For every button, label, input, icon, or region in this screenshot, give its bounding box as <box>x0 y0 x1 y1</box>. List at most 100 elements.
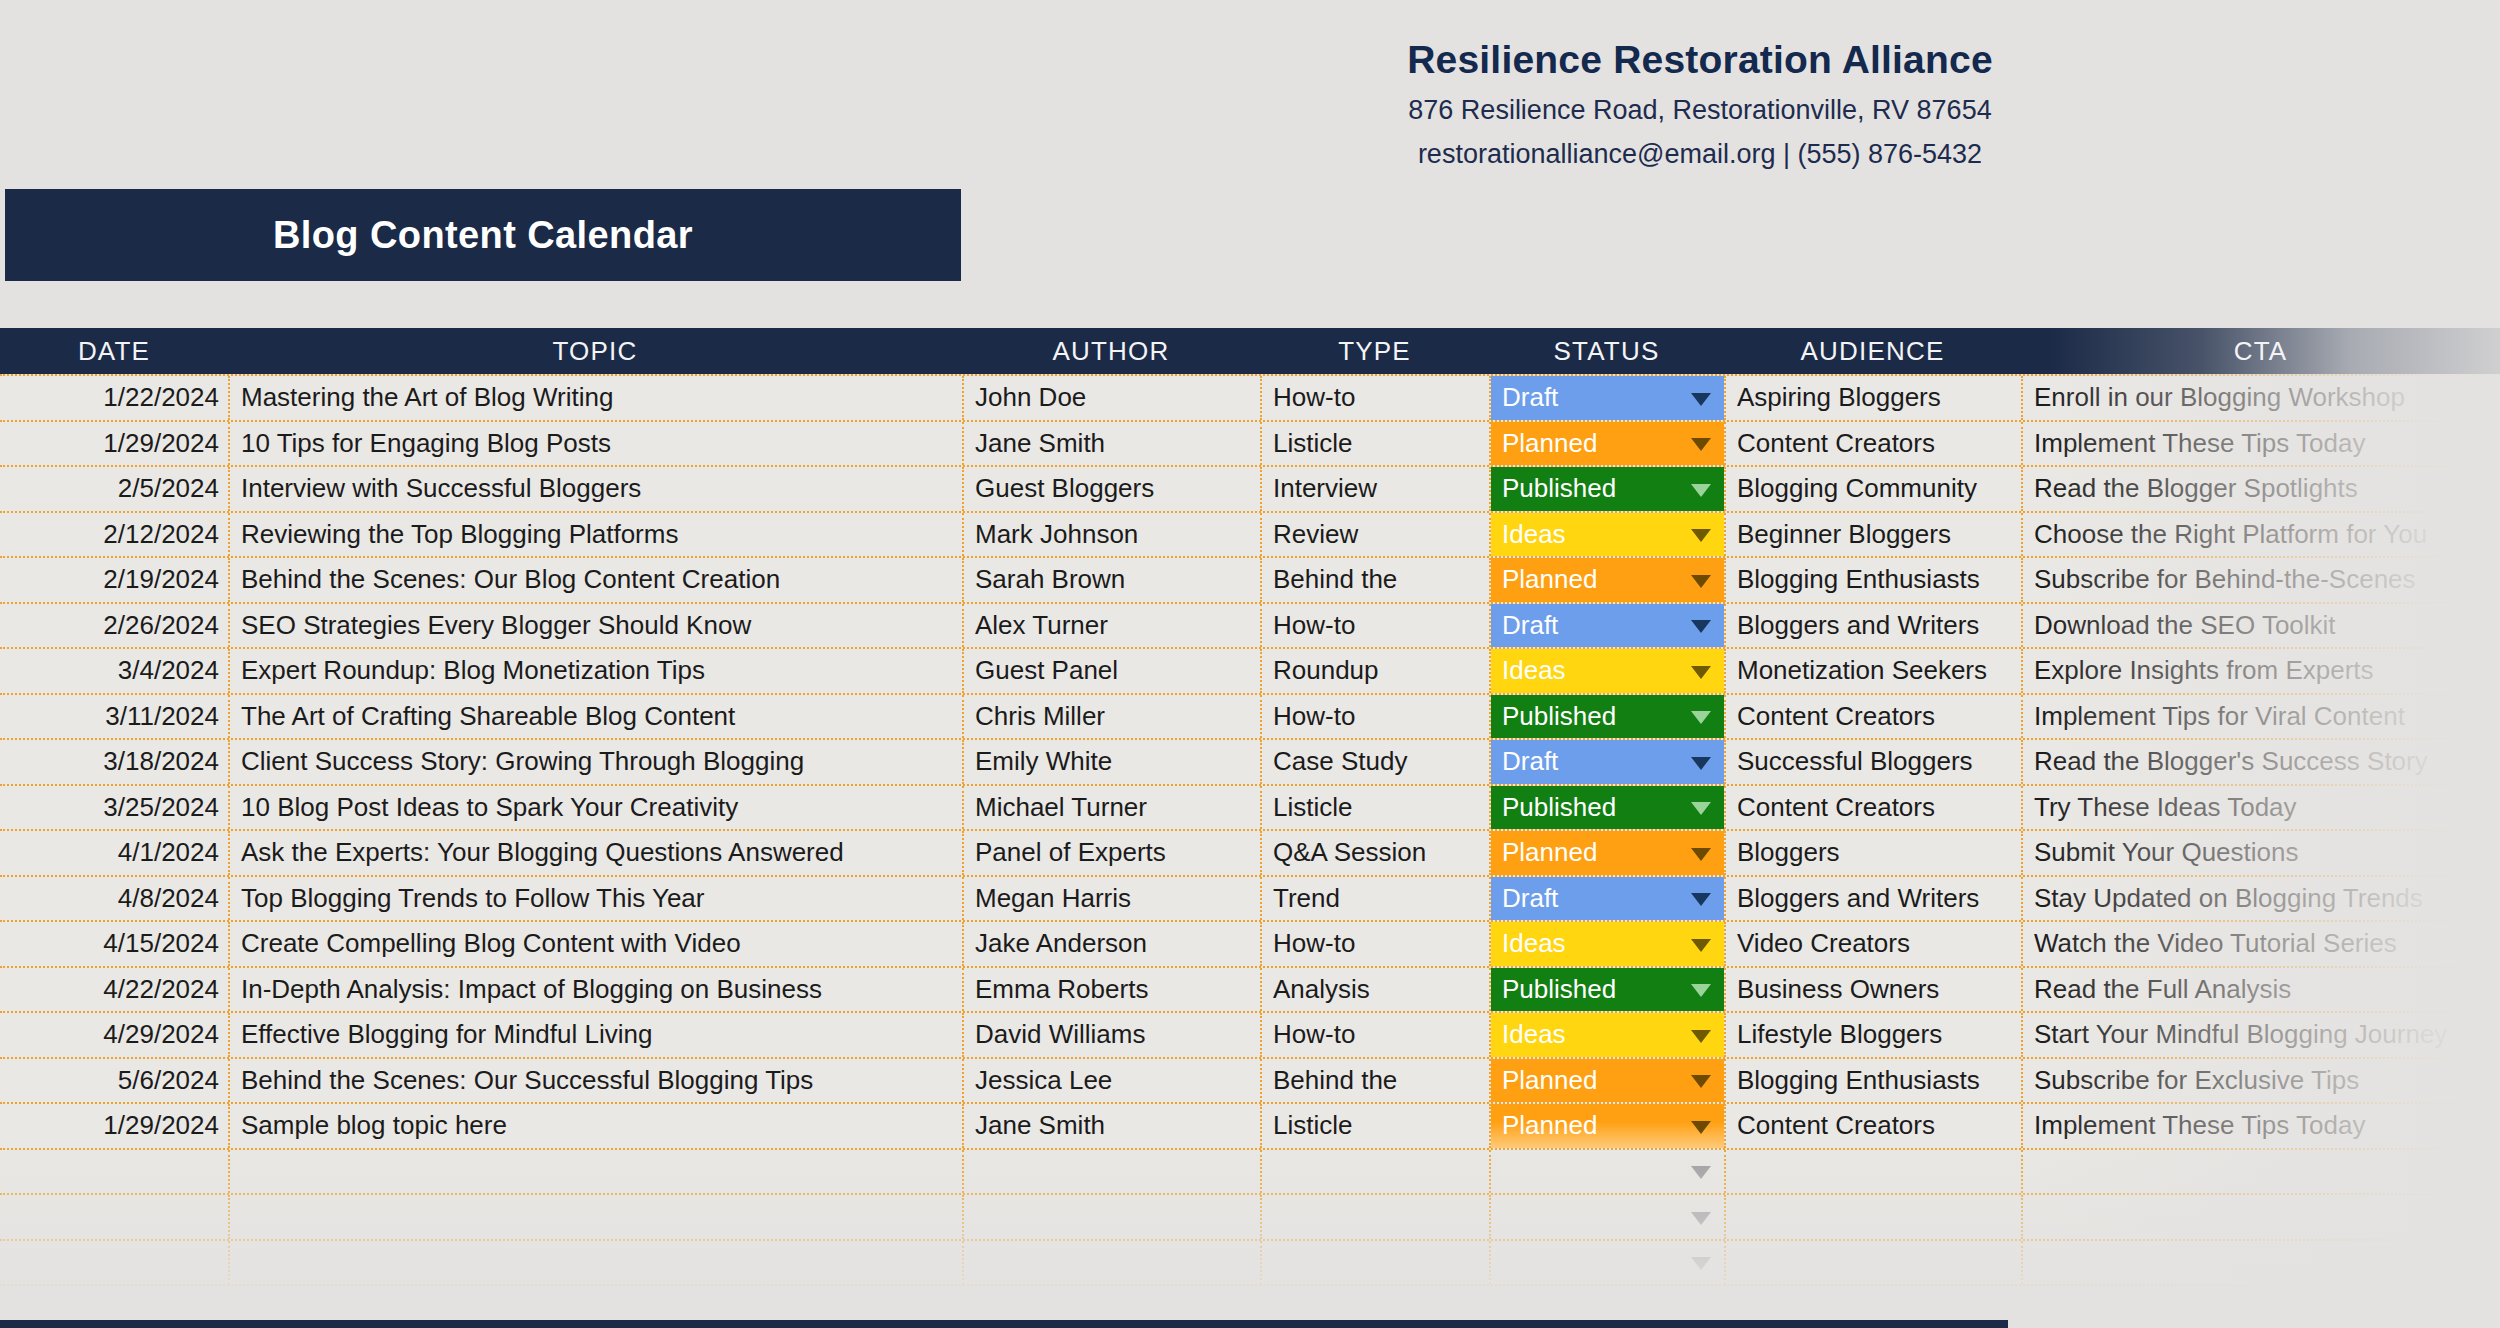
cell-author[interactable] <box>962 1150 1260 1194</box>
cell-author[interactable]: Emma Roberts <box>962 968 1260 1012</box>
cell-author[interactable]: Jessica Lee <box>962 1059 1260 1103</box>
cell-type[interactable]: Case Study <box>1260 740 1489 784</box>
cell-date[interactable]: 3/4/2024 <box>0 649 228 693</box>
cell-cta[interactable]: Enroll in our Blogging Workshop <box>2021 376 2500 420</box>
cell-type[interactable]: How-to <box>1260 604 1489 648</box>
cell-cta[interactable]: Subscribe for Exclusive Tips <box>2021 1059 2500 1103</box>
cell-type[interactable]: Roundup <box>1260 649 1489 693</box>
cell-date[interactable] <box>0 1195 228 1239</box>
cell-date[interactable]: 2/19/2024 <box>0 558 228 602</box>
cell-date[interactable]: 1/29/2024 <box>0 422 228 466</box>
cell-audience[interactable]: Aspiring Bloggers <box>1724 376 2021 420</box>
status-dropdown[interactable]: Published <box>1491 786 1724 830</box>
cell-cta[interactable]: Implement These Tips Today <box>2021 1104 2500 1148</box>
cell-author[interactable]: Mark Johnson <box>962 513 1260 557</box>
cell-topic[interactable]: Sample blog topic here <box>228 1104 962 1148</box>
cell-author[interactable]: Jane Smith <box>962 422 1260 466</box>
status-dropdown[interactable] <box>1491 1150 1724 1194</box>
cell-author[interactable]: Guest Panel <box>962 649 1260 693</box>
cell-type[interactable]: Interview <box>1260 467 1489 511</box>
cell-type[interactable]: Listicle <box>1260 786 1489 830</box>
cell-topic[interactable]: Top Blogging Trends to Follow This Year <box>228 877 962 921</box>
cell-topic[interactable]: Behind the Scenes: Our Successful Bloggi… <box>228 1059 962 1103</box>
cell-cta[interactable]: Explore Insights from Experts <box>2021 649 2500 693</box>
cell-topic[interactable]: SEO Strategies Every Blogger Should Know <box>228 604 962 648</box>
status-dropdown[interactable]: Planned <box>1491 422 1724 466</box>
cell-topic[interactable]: Mastering the Art of Blog Writing <box>228 376 962 420</box>
cell-topic[interactable]: 10 Tips for Engaging Blog Posts <box>228 422 962 466</box>
cell-cta[interactable]: Submit Your Questions <box>2021 831 2500 875</box>
cell-author[interactable]: Emily White <box>962 740 1260 784</box>
status-dropdown[interactable]: Draft <box>1491 877 1724 921</box>
cell-audience[interactable]: Business Owners <box>1724 968 2021 1012</box>
cell-author[interactable]: Sarah Brown <box>962 558 1260 602</box>
cell-date[interactable]: 2/12/2024 <box>0 513 228 557</box>
cell-date[interactable]: 4/29/2024 <box>0 1013 228 1057</box>
status-dropdown[interactable]: Published <box>1491 467 1724 511</box>
cell-topic[interactable]: In-Depth Analysis: Impact of Blogging on… <box>228 968 962 1012</box>
cell-date[interactable] <box>0 1150 228 1194</box>
cell-audience[interactable]: Bloggers <box>1724 831 2021 875</box>
cell-audience[interactable]: Monetization Seekers <box>1724 649 2021 693</box>
cell-topic[interactable]: Behind the Scenes: Our Blog Content Crea… <box>228 558 962 602</box>
cell-topic[interactable]: Client Success Story: Growing Through Bl… <box>228 740 962 784</box>
cell-topic[interactable]: The Art of Crafting Shareable Blog Conte… <box>228 695 962 739</box>
cell-audience[interactable]: Blogging Enthusiasts <box>1724 558 2021 602</box>
cell-topic[interactable]: Effective Blogging for Mindful Living <box>228 1013 962 1057</box>
cell-type[interactable] <box>1260 1241 1489 1285</box>
cell-cta[interactable] <box>2021 1150 2500 1194</box>
cell-audience[interactable] <box>1724 1150 2021 1194</box>
cell-type[interactable] <box>1260 1195 1489 1239</box>
status-dropdown[interactable]: Draft <box>1491 604 1724 648</box>
cell-date[interactable]: 3/18/2024 <box>0 740 228 784</box>
status-dropdown[interactable]: Ideas <box>1491 1013 1724 1057</box>
cell-topic[interactable]: Ask the Experts: Your Blogging Questions… <box>228 831 962 875</box>
cell-author[interactable]: John Doe <box>962 376 1260 420</box>
cell-date[interactable]: 4/1/2024 <box>0 831 228 875</box>
cell-topic[interactable] <box>228 1241 962 1285</box>
cell-type[interactable]: Analysis <box>1260 968 1489 1012</box>
cell-audience[interactable]: Beginner Bloggers <box>1724 513 2021 557</box>
status-dropdown[interactable]: Planned <box>1491 1059 1724 1103</box>
cell-audience[interactable] <box>1724 1241 2021 1285</box>
cell-cta[interactable]: Read the Blogger Spotlights <box>2021 467 2500 511</box>
cell-author[interactable]: Panel of Experts <box>962 831 1260 875</box>
cell-type[interactable]: How-to <box>1260 376 1489 420</box>
cell-topic[interactable] <box>228 1150 962 1194</box>
cell-date[interactable]: 4/22/2024 <box>0 968 228 1012</box>
status-dropdown[interactable]: Planned <box>1491 558 1724 602</box>
cell-type[interactable]: Trend <box>1260 877 1489 921</box>
cell-type[interactable]: Behind the <box>1260 558 1489 602</box>
cell-author[interactable] <box>962 1241 1260 1285</box>
cell-type[interactable]: How-to <box>1260 922 1489 966</box>
cell-cta[interactable]: Choose the Right Platform for You <box>2021 513 2500 557</box>
cell-type[interactable]: How-to <box>1260 1013 1489 1057</box>
cell-author[interactable]: Michael Turner <box>962 786 1260 830</box>
cell-audience[interactable]: Successful Bloggers <box>1724 740 2021 784</box>
status-dropdown[interactable]: Draft <box>1491 376 1724 420</box>
cell-cta[interactable]: Implement These Tips Today <box>2021 422 2500 466</box>
cell-author[interactable] <box>962 1195 1260 1239</box>
cell-audience[interactable]: Bloggers and Writers <box>1724 877 2021 921</box>
cell-date[interactable]: 1/22/2024 <box>0 376 228 420</box>
cell-topic[interactable]: Create Compelling Blog Content with Vide… <box>228 922 962 966</box>
cell-cta[interactable] <box>2021 1241 2500 1285</box>
cell-type[interactable]: Listicle <box>1260 1104 1489 1148</box>
cell-author[interactable]: Jane Smith <box>962 1104 1260 1148</box>
cell-cta[interactable]: Start Your Mindful Blogging Journey <box>2021 1013 2500 1057</box>
cell-author[interactable]: Guest Bloggers <box>962 467 1260 511</box>
status-dropdown[interactable]: Planned <box>1491 1104 1724 1148</box>
cell-audience[interactable]: Content Creators <box>1724 422 2021 466</box>
cell-audience[interactable]: Content Creators <box>1724 1104 2021 1148</box>
cell-cta[interactable]: Stay Updated on Blogging Trends <box>2021 877 2500 921</box>
cell-topic[interactable]: Expert Roundup: Blog Monetization Tips <box>228 649 962 693</box>
cell-audience[interactable]: Blogging Enthusiasts <box>1724 1059 2021 1103</box>
cell-type[interactable]: Review <box>1260 513 1489 557</box>
cell-audience[interactable]: Content Creators <box>1724 786 2021 830</box>
cell-cta[interactable]: Implement Tips for Viral Content <box>2021 695 2500 739</box>
cell-author[interactable]: Megan Harris <box>962 877 1260 921</box>
cell-topic[interactable]: 10 Blog Post Ideas to Spark Your Creativ… <box>228 786 962 830</box>
cell-date[interactable] <box>0 1241 228 1285</box>
status-dropdown[interactable] <box>1491 1195 1724 1239</box>
cell-cta[interactable]: Read the Blogger's Success Story <box>2021 740 2500 784</box>
